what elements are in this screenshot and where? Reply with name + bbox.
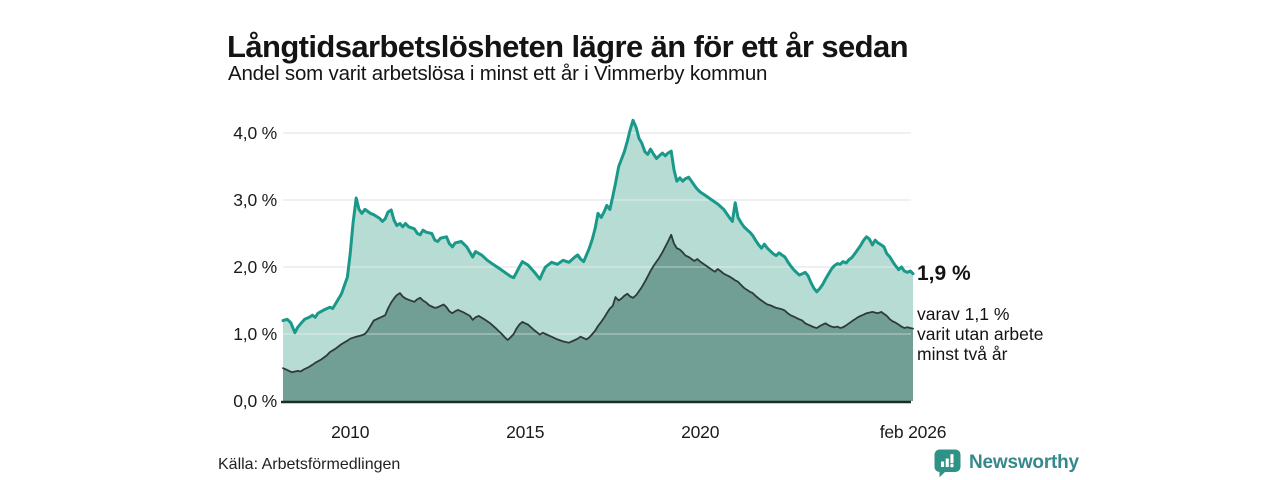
y-tick-label: 3,0 %: [233, 190, 277, 210]
series-note: varav 1,1 % varit utan arbete minst två …: [917, 304, 1043, 364]
chart-title: Långtidsarbetslösheten lägre än för ett …: [227, 28, 909, 64]
series-note-line: varit utan arbete: [917, 324, 1044, 344]
brand-name: Newsworthy: [969, 452, 1079, 473]
x-tick-label: 2010: [331, 422, 370, 442]
x-tick-label: 2020: [681, 422, 720, 442]
y-tick-label: 0,0 %: [233, 391, 277, 411]
source-note: Källa: Arbetsförmedlingen: [218, 456, 401, 473]
series-note-line: varav 1,1 %: [917, 304, 1010, 324]
line-series-2: [282, 233, 914, 374]
x-tick-label: 2015: [506, 422, 545, 442]
brand-logo: Newsworthy: [933, 448, 1079, 478]
x-tick-label: feb 2026: [879, 422, 947, 442]
line-series-1: [281, 118, 915, 335]
series-note-line: minst två år: [917, 344, 1008, 364]
end-value-label: 1,9 %: [917, 262, 971, 285]
y-tick-label: 4,0 %: [233, 123, 277, 143]
chart-subtitle: Andel som varit arbetslösa i minst ett å…: [228, 62, 768, 85]
area-series-2: [283, 234, 913, 401]
y-tick-label: 1,0 %: [233, 324, 277, 344]
y-tick-label: 2,0 %: [233, 257, 277, 277]
newsworthy-icon: [934, 449, 961, 478]
